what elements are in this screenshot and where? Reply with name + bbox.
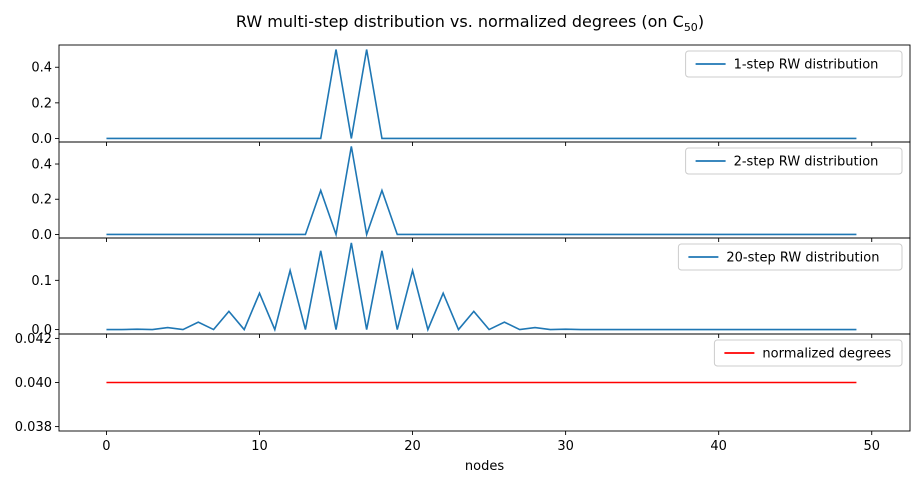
- legend-label: 20-step RW distribution: [726, 251, 879, 266]
- legend-box: [677, 243, 903, 271]
- legend-2: 2-step RW distribution: [685, 147, 903, 175]
- legend-3: 20-step RW distribution: [677, 243, 903, 271]
- legend-box: [713, 339, 903, 367]
- y-tick-label: 0.0: [31, 323, 52, 338]
- x-tick-label: 10: [251, 439, 268, 454]
- y-tick-label: 0.040: [15, 376, 52, 391]
- y-tick-label: 0.4: [31, 61, 52, 76]
- figure-title: RW multi-step distribution vs. normalize…: [236, 12, 704, 34]
- x-tick-label: 20: [404, 439, 421, 454]
- subplot-2: 0.0 0.2 0.4 2-step RW distribution: [31, 141, 911, 243]
- figure-title-close: ): [698, 12, 704, 31]
- subplot-4: 0.038 0.040 0.042 0 10 20 30 40 50 normalized deg…: [15, 332, 911, 454]
- legend-box: [685, 147, 903, 175]
- subplot-3: 0.0 0.1 20-step RW distribution: [31, 237, 911, 338]
- y-tick-label: 0.2: [31, 193, 52, 208]
- legend-4: normalized degrees: [713, 339, 903, 367]
- series-line-1-1: [106, 49, 857, 140]
- series-line-2-1: [106, 146, 857, 238]
- x-axis-label: nodes: [465, 459, 504, 474]
- y-tick-label: 0.0: [31, 228, 52, 243]
- x-tick-label: 30: [557, 439, 574, 454]
- y-tick-label: 0.4: [31, 158, 52, 173]
- y-tick-label: 0.0: [31, 132, 52, 147]
- figure-title-main: RW multi-step distribution vs. normalize…: [236, 12, 684, 31]
- legend-label: normalized degrees: [762, 347, 891, 362]
- figure-title-subscript: 50: [684, 21, 698, 34]
- legend-label: 1-step RW distribution: [734, 58, 879, 73]
- y-tick-label: 0.1: [31, 274, 52, 289]
- legend-box: [685, 50, 903, 78]
- series-line-3-1: [106, 242, 857, 333]
- y-tick-label: 0.042: [15, 332, 52, 347]
- subplot-1: 0.0 0.2 0.4 1-step RW distribution: [31, 44, 911, 147]
- y-tick-label: 0.2: [31, 96, 52, 111]
- legend-label: 2-step RW distribution: [734, 155, 879, 170]
- legend-1: 1-step RW distribution: [685, 50, 903, 78]
- x-tick-label: 0: [102, 439, 110, 454]
- x-tick-label: 40: [710, 439, 727, 454]
- x-tick-label: 50: [863, 439, 880, 454]
- y-tick-label: 0.038: [15, 420, 52, 435]
- subplot-panels: 0.0 0.2 0.4 1-step RW distribution 0.0 0.2 0.4…: [15, 44, 911, 454]
